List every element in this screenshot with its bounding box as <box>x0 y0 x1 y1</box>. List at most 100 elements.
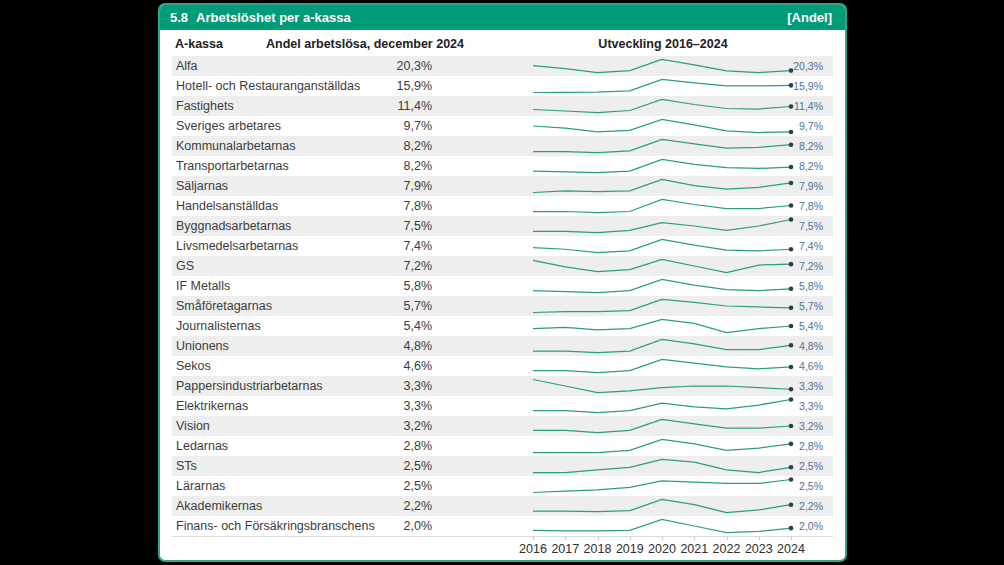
unemployment-value: 4,6% <box>352 356 432 376</box>
akassa-name: Elektrikernas <box>176 396 248 416</box>
unemployment-value: 7,2% <box>352 256 432 276</box>
axis-tick <box>533 537 534 540</box>
table-row: Handelsanställdas7,8%7,8% <box>172 196 833 216</box>
unemployment-value: 9,7% <box>352 116 432 136</box>
unemployment-value: 4,8% <box>352 336 432 356</box>
akassa-name: Byggnadsarbetarnas <box>176 216 291 236</box>
sparkline-end-value: 8,2% <box>732 136 823 156</box>
sparkline-end-value: 11,4% <box>732 96 823 116</box>
akassa-name: Sveriges arbetares <box>176 116 281 136</box>
table-row: Säljarnas7,9%7,9% <box>172 176 833 196</box>
report-card: 5.8 Arbetslöshet per a-kassa [Andel] A-ka… <box>158 3 847 562</box>
axis-tick <box>630 537 631 540</box>
table-body: Alfa20,3%20,3%Hotell- och Restauranganst… <box>160 56 845 536</box>
table-row: Alfa 20,3% 20,3% <box>172 56 833 76</box>
table-row: Transportarbetarnas 8,2% 8,2% <box>172 156 833 176</box>
unemployment-value: 7,8% <box>352 196 432 216</box>
unemployment-value: 7,4% <box>352 236 432 256</box>
table-row: Kommunalarbetarnas 8,2% 8,2% <box>172 136 833 156</box>
unemployment-value: 8,2% <box>352 156 432 176</box>
sparkline-end-value: 7,5% <box>732 216 823 236</box>
akassa-name: Lärarnas <box>176 476 225 496</box>
axis-tick <box>727 537 728 540</box>
unit-tag: [Andel] <box>787 10 832 25</box>
unemployment-value: 7,5% <box>352 216 432 236</box>
table-row: Elektrikernas 3,3% 3,3% <box>172 396 833 416</box>
akassa-name: Unionens <box>176 336 229 356</box>
figure-number: 5.8 <box>170 10 188 25</box>
akassa-name: GS <box>176 256 194 276</box>
akassa-name: Finans- och Försäkringsbranschens <box>176 516 375 536</box>
table-row: Hotell- och Restauranganställdas15,9%15,… <box>172 76 833 96</box>
sparkline-end-value: 5,8% <box>732 276 823 296</box>
table-row: Byggnadsarbetarnas 7,5% 7,5% <box>172 216 833 236</box>
unemployment-value: 2,5% <box>352 456 432 476</box>
table-row: Småföretagarnas5,7%5,7% <box>172 296 833 316</box>
unemployment-value: 5,8% <box>352 276 432 296</box>
axis-tick <box>759 537 760 540</box>
sparkline-end-value: 4,8% <box>732 336 823 356</box>
unemployment-value: 5,7% <box>352 296 432 316</box>
table-row: Finans- och Försäkringsbranschens2,0%2,0… <box>172 516 833 536</box>
table-row: IF Metalls5,8%5,8% <box>172 276 833 296</box>
table-header-row: A-kassa Andel arbetslösa, december 2024 … <box>160 30 845 56</box>
sparkline-end-value: 2,8% <box>732 436 823 456</box>
akassa-name: Handelsanställdas <box>176 196 278 216</box>
akassa-name: Hotell- och Restauranganställdas <box>176 76 360 96</box>
sparkline-end-value: 5,4% <box>732 316 823 336</box>
table-row: Pappersindustriarbetarnas3,3%3,3% <box>172 376 833 396</box>
column-header-akassa: A-kassa <box>175 37 223 51</box>
table-row: GS7,2%7,2% <box>172 256 833 276</box>
akassa-name: Kommunalarbetarnas <box>176 136 296 156</box>
unemployment-value: 2,8% <box>352 436 432 456</box>
figure-title: 5.8 Arbetslöshet per a-kassa <box>170 10 351 25</box>
unemployment-value: 3,2% <box>352 416 432 436</box>
unemployment-value: 20,3% <box>352 56 432 76</box>
unemployment-value: 8,2% <box>352 136 432 156</box>
unemployment-value: 5,4% <box>352 316 432 336</box>
akassa-name: Ledarnas <box>176 436 228 456</box>
akassa-name: Livsmedelsarbetarnas <box>176 236 298 256</box>
sparkline-end-value: 2,0% <box>732 516 823 536</box>
table-row: Fastighets11,4%11,4% <box>172 96 833 116</box>
table-row: Ledarnas 2,8% 2,8% <box>172 436 833 456</box>
table-row: Sveriges arbetares 9,7% 9,7% <box>172 116 833 136</box>
column-header-value: Andel arbetslösa, december 2024 <box>250 37 480 51</box>
unemployment-value: 3,3% <box>352 396 432 416</box>
sparkline-end-value: 5,7% <box>732 296 823 316</box>
table-row: Livsmedelsarbetarnas7,4%7,4% <box>172 236 833 256</box>
akassa-name: STs <box>176 456 197 476</box>
akassa-name: Transportarbetarnas <box>176 156 289 176</box>
unemployment-value: 2,0% <box>352 516 432 536</box>
sparkline-end-value: 4,6% <box>732 356 823 376</box>
akassa-name: Alfa <box>176 56 198 76</box>
figure-title-text: Arbetslöshet per a-kassa <box>196 10 351 25</box>
akassa-name: Vision <box>176 416 210 436</box>
sparkline-end-value: 2,5% <box>732 476 823 496</box>
unemployment-value: 2,5% <box>352 476 432 496</box>
sparkline-end-value: 7,9% <box>732 176 823 196</box>
unemployment-value: 15,9% <box>352 76 432 96</box>
axis-year-label: 2024 <box>769 542 813 556</box>
akassa-name: Fastighets <box>176 96 234 116</box>
sparkline-end-value: 3,2% <box>732 416 823 436</box>
table-row: Sekos4,6%4,6% <box>172 356 833 376</box>
table-row: STs2,5%2,5% <box>172 456 833 476</box>
unemployment-value: 3,3% <box>352 376 432 396</box>
sparkline-end-value: 15,9% <box>732 76 823 96</box>
figure-title-bar: 5.8 Arbetslöshet per a-kassa [Andel] <box>160 5 845 30</box>
akassa-name: Pappersindustriarbetarnas <box>176 376 323 396</box>
axis-tick <box>791 537 792 540</box>
table-row: Akademikernas2,2%2,2% <box>172 496 833 516</box>
sparkline-end-value: 8,2% <box>732 156 823 176</box>
sparkline-end-value: 20,3% <box>732 56 823 76</box>
akassa-name: Säljarnas <box>176 176 228 196</box>
table-row: Vision 3,2% 3,2% <box>172 416 833 436</box>
sparkline-end-value: 3,3% <box>732 396 823 416</box>
axis-tick <box>694 537 695 540</box>
column-header-trend: Utveckling 2016–2024 <box>548 37 778 51</box>
table-row: Unionens 4,8% 4,8% <box>172 336 833 356</box>
sparkline-end-value: 9,7% <box>732 116 823 136</box>
axis-tick <box>662 537 663 540</box>
axis-tick <box>565 537 566 540</box>
